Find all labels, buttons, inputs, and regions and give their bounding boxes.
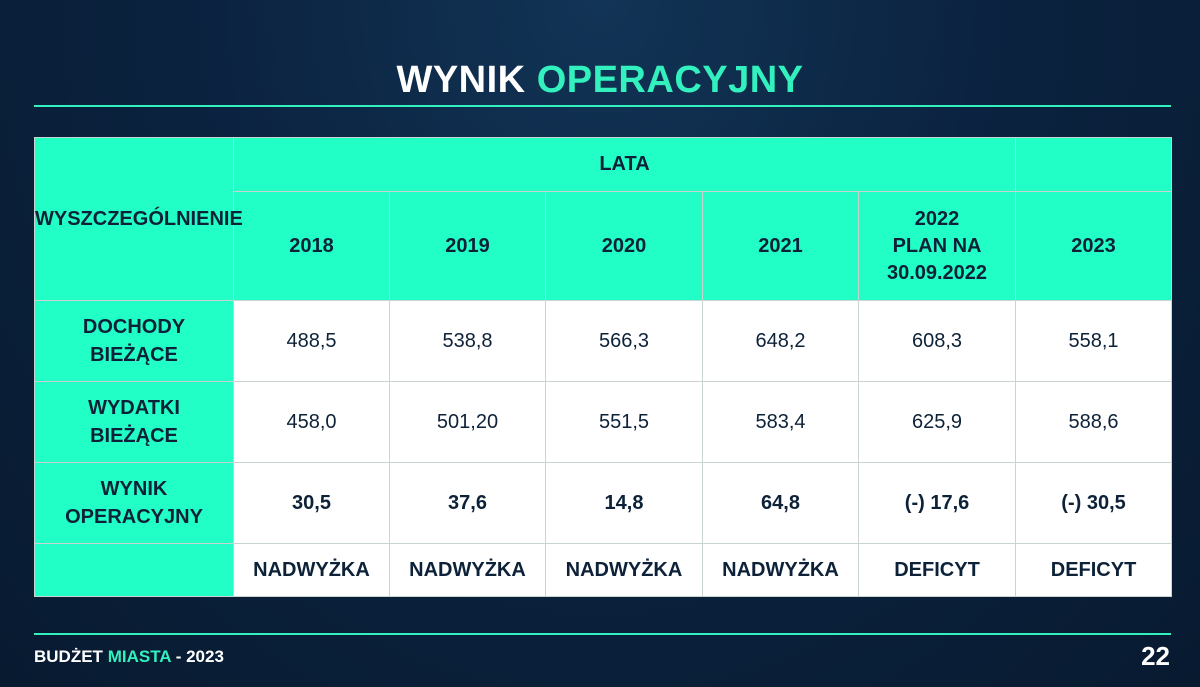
- row-label: WYNIK OPERACYJNY: [34, 462, 234, 544]
- table-cell: 608,3: [857, 300, 1017, 382]
- table-cell: 37,6: [389, 462, 546, 544]
- page-number: 22: [1141, 641, 1170, 671]
- table-cell: (-) 30,5: [1015, 462, 1173, 544]
- table-cell: 648,2: [702, 300, 859, 382]
- row-label: [34, 543, 234, 597]
- row-label: WYDATKI BIEŻĄCE: [34, 381, 234, 463]
- footer-year: - 2023: [175, 647, 224, 666]
- table-cell: 488,5: [233, 300, 390, 382]
- table-row: WYDATKI BIEŻĄCE 458,0 501,20 551,5 583,4…: [34, 381, 1173, 463]
- table-cell: 14,8: [545, 462, 703, 544]
- table-cell: 551,5: [545, 381, 703, 463]
- footer-brand: BUDŻET MIASTA - 2023: [34, 645, 224, 669]
- title-divider: [34, 105, 1171, 107]
- table-cell: 458,0: [233, 381, 390, 463]
- table-row: NADWYŻKA NADWYŻKA NADWYŻKA NADWYŻKA DEFI…: [34, 543, 1173, 597]
- year-header: 2023: [1015, 191, 1173, 301]
- status-cell: DEFICYT: [857, 543, 1017, 597]
- table-cell: 558,1: [1015, 300, 1173, 382]
- year-header: 2020: [545, 191, 703, 301]
- slide-title-primary: WYNIK: [396, 59, 526, 101]
- status-cell: NADWYŻKA: [545, 543, 703, 597]
- years-group-header-blank: [1015, 137, 1173, 192]
- year-header: 2018: [233, 191, 390, 301]
- years-group-header: LATA: [232, 137, 1017, 192]
- operating-result-table: WYSZCZEGÓLNIENIE LATA 2018 2019 2020 202…: [34, 137, 1173, 597]
- year-header: 2019: [389, 191, 546, 301]
- footer-divider: [34, 633, 1171, 635]
- status-cell: NADWYŻKA: [233, 543, 390, 597]
- table-cell: (-) 17,6: [857, 462, 1017, 544]
- year-header: 2021: [702, 191, 859, 301]
- table-cell: 30,5: [233, 462, 390, 544]
- status-cell: NADWYŻKA: [389, 543, 546, 597]
- table-row: WYNIK OPERACYJNY 30,5 37,6 14,8 64,8 (-)…: [34, 462, 1173, 544]
- table-cell: 501,20: [389, 381, 546, 463]
- slide-title: WYNIK OPERACYJNY: [0, 54, 1200, 106]
- year-header: 2022 PLAN NA 30.09.2022: [857, 191, 1017, 301]
- row-label: DOCHODY BIEŻĄCE: [34, 300, 234, 382]
- table-cell: 588,6: [1015, 381, 1173, 463]
- table-cell: 583,4: [702, 381, 859, 463]
- table-cell: 625,9: [857, 381, 1017, 463]
- table-row: DOCHODY BIEŻĄCE 488,5 538,8 566,3 648,2 …: [34, 300, 1173, 382]
- footer-brand-primary: BUDŻET: [34, 647, 103, 666]
- status-cell: DEFICYT: [1015, 543, 1173, 597]
- table-cell: 538,8: [389, 300, 546, 382]
- status-cell: NADWYŻKA: [702, 543, 859, 597]
- footer-brand-accent: MIASTA: [107, 647, 171, 666]
- slide-title-accent: OPERACYJNY: [536, 59, 804, 101]
- table-cell: 64,8: [702, 462, 859, 544]
- table-cell: 566,3: [545, 300, 703, 382]
- corner-header: WYSZCZEGÓLNIENIE: [34, 137, 243, 301]
